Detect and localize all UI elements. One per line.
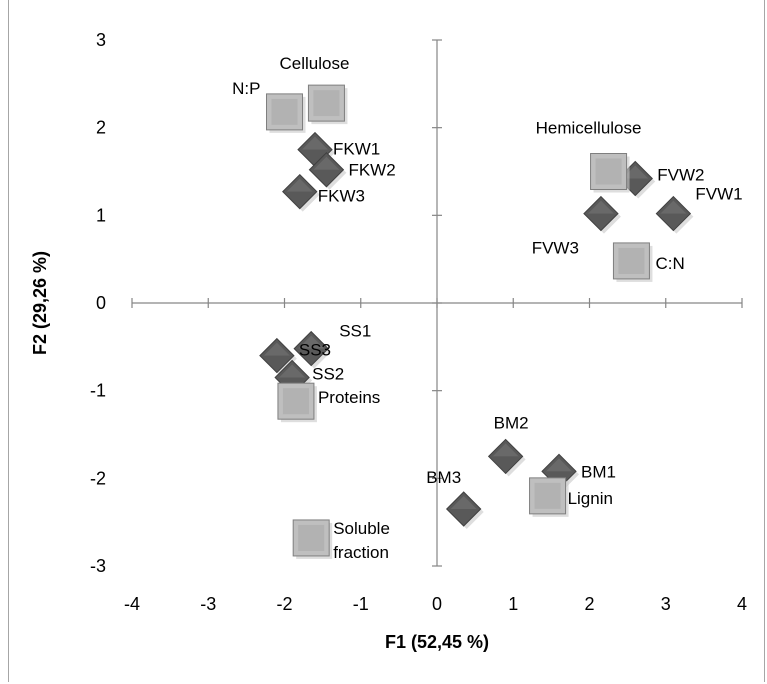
data-marks xyxy=(259,84,694,559)
square-inner xyxy=(618,247,645,274)
marker-proteins xyxy=(277,382,317,423)
x-tick-label: 3 xyxy=(661,594,671,614)
point-label: FKW1 xyxy=(333,140,380,159)
point-label: SS1 xyxy=(339,322,371,341)
point-label: Hemicellulose xyxy=(536,119,642,138)
point-label: SS2 xyxy=(312,365,344,384)
y-tick-label: 0 xyxy=(96,293,106,313)
label-line: Soluble xyxy=(333,519,390,538)
y-tick-label: -3 xyxy=(90,556,106,576)
diamond-highlight xyxy=(279,364,306,378)
marker-fvw1 xyxy=(655,195,694,234)
point-label: BM2 xyxy=(494,413,529,432)
point-label: SS3 xyxy=(299,341,331,360)
diamond-highlight xyxy=(587,200,614,214)
square-inner xyxy=(298,524,325,551)
diamond-highlight xyxy=(546,458,572,472)
y-tick-label: -1 xyxy=(90,381,106,401)
point-label: BM3 xyxy=(426,468,461,487)
tick-labels: -4 -3 -2 -1 0 1 2 3 4 -3 -2 -1 0 1 2 3 xyxy=(90,30,747,614)
axes xyxy=(131,39,743,567)
marker-fkw3 xyxy=(282,173,320,212)
x-tick-label: 4 xyxy=(737,594,747,614)
point-label: Lignin xyxy=(568,489,613,508)
y-axis-title: F2 (29,26 %) xyxy=(30,251,50,355)
marker-hemicellulose xyxy=(590,153,630,193)
point-label: BM1 xyxy=(581,462,616,481)
point-label: FKW3 xyxy=(318,187,365,206)
x-tick-label: -1 xyxy=(353,594,369,614)
point-label: FVW1 xyxy=(695,185,742,204)
marker-ss1 xyxy=(293,330,332,369)
marker-lignin xyxy=(529,477,569,517)
square-inner xyxy=(313,90,340,117)
point-label: C:N xyxy=(655,254,684,273)
square-inner xyxy=(271,98,298,125)
square-inner xyxy=(595,158,622,185)
marker-fvw3 xyxy=(583,195,621,234)
point-label: FKW2 xyxy=(348,161,395,180)
point-label: Soluble fraction xyxy=(333,519,390,562)
point-label: N:P xyxy=(232,79,260,98)
point-label: Cellulose xyxy=(279,54,349,73)
marker-cellulose xyxy=(307,84,348,125)
diamond-highlight xyxy=(263,342,290,356)
x-axis-title: F1 (52,45 %) xyxy=(385,632,489,652)
marker-bm2 xyxy=(487,438,526,477)
point-label: Proteins xyxy=(318,388,380,407)
diamond-highlight xyxy=(286,178,313,192)
y-tick-label: 1 xyxy=(96,205,106,225)
x-tick-label: 1 xyxy=(508,594,518,614)
diamond-highlight xyxy=(660,200,687,214)
marker-n-p xyxy=(266,93,306,133)
point-label: FVW2 xyxy=(657,166,704,185)
y-tick-label: 3 xyxy=(96,30,106,50)
marker-c-n xyxy=(612,242,653,282)
marker-bm3 xyxy=(445,491,484,530)
diamond-highlight xyxy=(302,136,328,150)
marker-soluble-fraction xyxy=(292,519,333,559)
diamond-highlight xyxy=(298,335,325,349)
square-inner xyxy=(282,388,309,415)
y-tick-label: 2 xyxy=(96,118,106,138)
x-tick-label: 2 xyxy=(584,594,594,614)
y-tick-label: -2 xyxy=(90,468,106,488)
diamond-highlight xyxy=(492,443,519,457)
diamond-highlight xyxy=(313,156,340,170)
x-tick-label: -3 xyxy=(200,594,216,614)
x-tick-label: -2 xyxy=(276,594,292,614)
x-tick-label: -4 xyxy=(124,594,140,614)
point-label: FVW3 xyxy=(532,239,579,258)
marker-fkw2 xyxy=(308,152,347,190)
chart-frame xyxy=(8,0,765,682)
diamond-highlight xyxy=(450,496,477,510)
label-line: fraction xyxy=(333,543,389,562)
x-tick-label: 0 xyxy=(432,594,442,614)
square-inner xyxy=(534,482,561,509)
